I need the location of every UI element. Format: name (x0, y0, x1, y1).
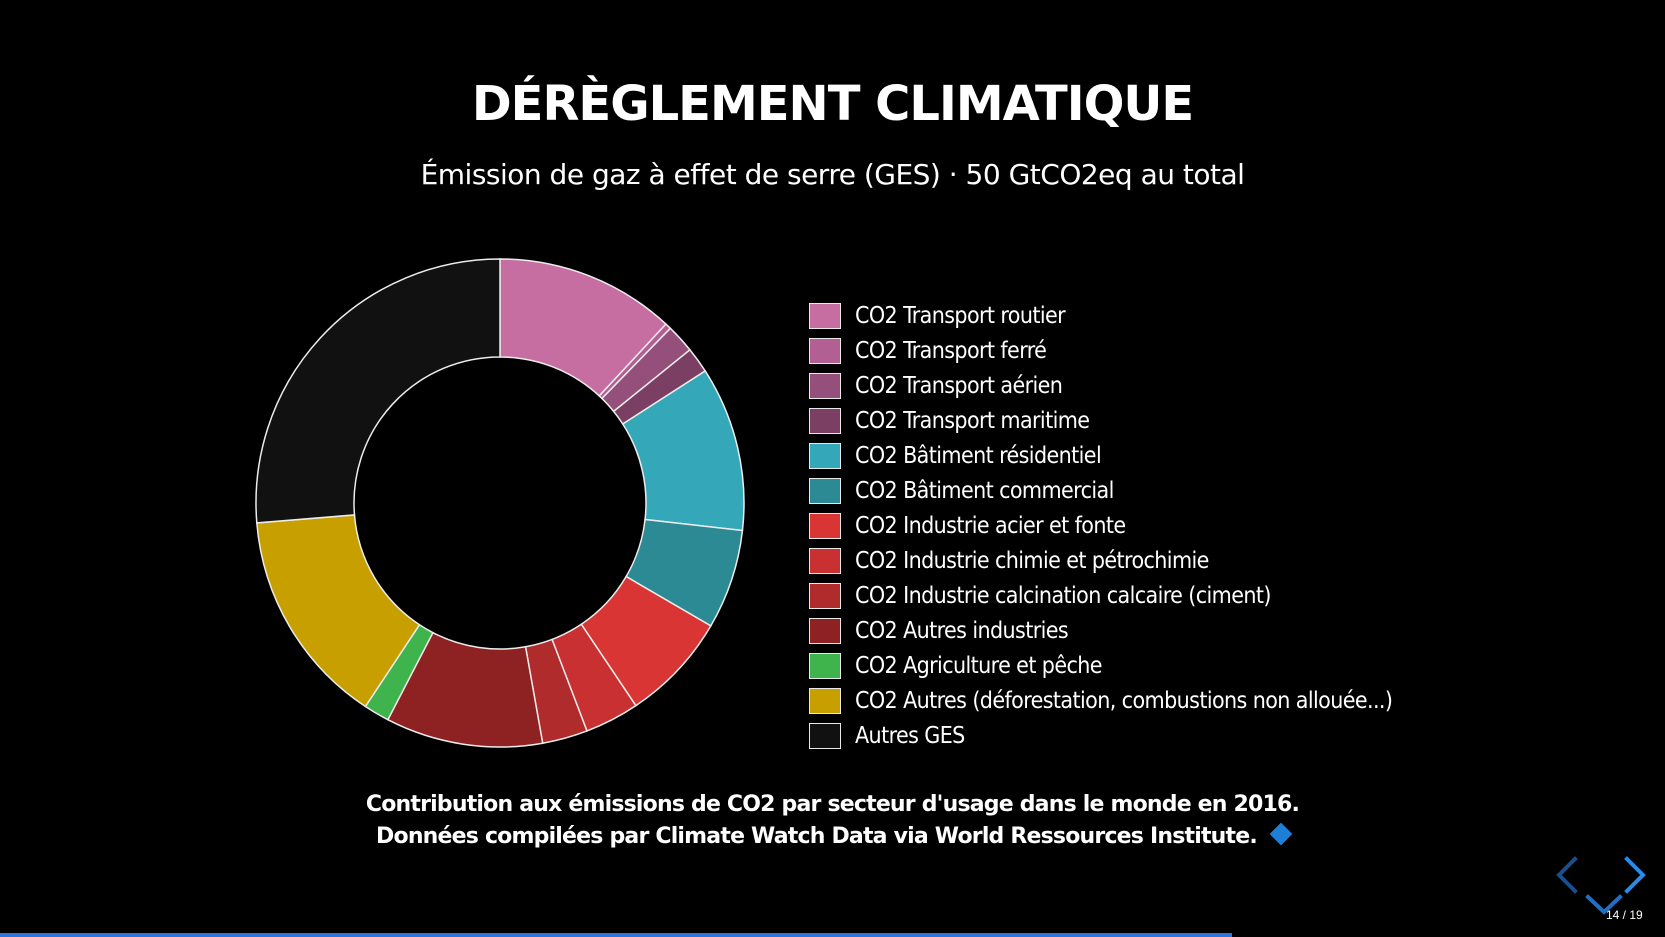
legend-item: CO2 Transport aérien (809, 368, 1392, 403)
caption-line-2-text: Données compilées par Climate Watch Data… (376, 824, 1258, 849)
legend-item: CO2 Bâtiment commercial (809, 473, 1392, 508)
legend-swatch (809, 337, 841, 364)
legend-swatch (809, 617, 841, 644)
legend-label: CO2 Industrie acier et fonte (855, 512, 1126, 539)
legend-swatch (809, 652, 841, 679)
legend-swatch (809, 477, 841, 504)
legend-label: CO2 Transport maritime (855, 407, 1090, 434)
legend-swatch (809, 442, 841, 469)
legend-label: Autres GES (855, 722, 965, 749)
caption-line-1: Contribution aux émissions de CO2 par se… (365, 792, 1300, 817)
legend-item: CO2 Autres industries (809, 613, 1392, 648)
diamond-icon (1269, 822, 1293, 846)
legend-item: CO2 Autres (déforestation, combustions n… (809, 683, 1393, 718)
progress-bar[interactable] (0, 933, 1665, 937)
legend-swatch (809, 547, 841, 574)
legend-label: CO2 Transport ferré (855, 337, 1047, 364)
legend-label: CO2 Bâtiment résidentiel (855, 442, 1102, 469)
legend-swatch (809, 407, 841, 434)
legend-swatch (809, 582, 841, 609)
chevron-right-icon[interactable] (1621, 855, 1649, 895)
legend-swatch (809, 302, 841, 329)
chart-legend: CO2 Transport routier CO2 Transport ferré… (809, 298, 1393, 753)
legend-swatch (809, 722, 841, 749)
donut-chart (255, 258, 745, 748)
legend-label: CO2 Transport aérien (855, 372, 1063, 399)
legend-label: CO2 Industrie calcination calcaire (cime… (855, 582, 1271, 609)
chevron-down-icon[interactable] (1584, 893, 1624, 917)
legend-label: CO2 Autres (déforestation, combustions n… (855, 687, 1393, 714)
legend-label: CO2 Autres industries (855, 617, 1069, 644)
legend-item: CO2 Industrie acier et fonte (809, 508, 1392, 543)
progress-fill (0, 933, 1233, 937)
legend-label: CO2 Industrie chimie et pétrochimie (855, 547, 1209, 574)
slide-subtitle: Émission de gaz à effet de serre (GES) ·… (420, 158, 1245, 191)
legend-swatch (809, 512, 841, 539)
legend-item: CO2 Transport maritime (809, 403, 1392, 438)
legend-item: CO2 Transport ferré (809, 333, 1392, 368)
legend-label: CO2 Agriculture et pêche (855, 652, 1103, 679)
legend-swatch (809, 687, 841, 714)
legend-item: CO2 Industrie chimie et pétrochimie (809, 543, 1392, 578)
legend-item: Autres GES (809, 718, 1392, 753)
legend-item: CO2 Industrie calcination calcaire (cime… (809, 578, 1392, 613)
legend-item: CO2 Bâtiment résidentiel (809, 438, 1392, 473)
legend-item: CO2 Transport routier (809, 298, 1392, 333)
legend-label: CO2 Transport routier (855, 302, 1066, 329)
chevron-left-icon[interactable] (1553, 855, 1581, 895)
legend-item: CO2 Agriculture et pêche (809, 648, 1392, 683)
caption-line-2: Données compilées par Climate Watch Data… (0, 821, 1665, 853)
slide-number: 14 / 19 (1606, 908, 1643, 922)
legend-label: CO2 Bâtiment commercial (855, 477, 1114, 504)
legend-swatch (809, 372, 841, 399)
chart-caption: Contribution aux émissions de CO2 par se… (0, 789, 1665, 853)
donut-slice-13 (255, 258, 501, 524)
slide-title: DÉRÈGLEMENT CLIMATIQUE (471, 76, 1194, 132)
